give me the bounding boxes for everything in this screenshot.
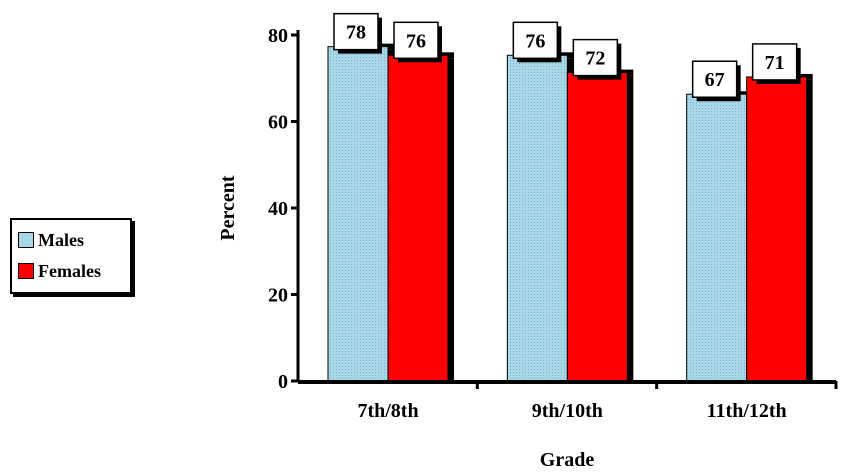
y-axis-title: Percent: [217, 175, 239, 240]
y-tick-label: 20: [268, 285, 288, 307]
data-labels: 78 76 76 72 67 71: [333, 12, 801, 102]
data-label-box: [333, 12, 379, 51]
legend-swatch-females: [18, 263, 34, 279]
data-label-box: [512, 21, 559, 60]
data-label-box: [393, 21, 439, 60]
data-label: 72: [585, 48, 605, 70]
bar-females-2: [746, 76, 808, 382]
legend-item-females: Females: [18, 260, 101, 282]
legend-label-males: Males: [38, 229, 84, 250]
data-label: 76: [525, 30, 545, 52]
bar-females-0: [387, 54, 449, 382]
y-tick-label: 40: [268, 198, 288, 220]
legend: Males Females: [10, 218, 132, 294]
y-tick-label: 0: [278, 371, 288, 393]
data-label: 67: [705, 69, 725, 91]
data-label-box: [691, 60, 738, 98]
bar-shadow: [448, 58, 454, 382]
legend-label-females: Females: [38, 260, 101, 281]
bar-males-1: [506, 54, 568, 382]
legend-item-males: Males: [18, 229, 84, 251]
x-tick-label: 11th/12th: [707, 400, 787, 422]
bar-males-2: [686, 93, 748, 382]
bar-shadow: [627, 75, 634, 381]
legend-swatch-males: [18, 232, 34, 248]
bar-females-1: [566, 72, 628, 382]
y-tick-label: 60: [268, 112, 288, 134]
x-axis: 7th/8th 9th/10th 11th/12th: [298, 380, 838, 422]
y-axis: 0 20 40 60 80: [268, 25, 300, 393]
data-label-box: [751, 43, 798, 81]
x-axis-title: Grade: [540, 449, 595, 471]
bar-shadow: [806, 79, 813, 382]
x-tick-label: 9th/10th: [532, 400, 603, 422]
x-tick-label: 7th/8th: [357, 400, 418, 422]
data-label: 71: [765, 52, 785, 74]
bar-males-0: [327, 46, 389, 382]
y-tick-label: 80: [268, 25, 288, 47]
data-label: 76: [406, 30, 426, 52]
data-label-box: [572, 38, 619, 77]
data-label: 78: [346, 22, 366, 44]
